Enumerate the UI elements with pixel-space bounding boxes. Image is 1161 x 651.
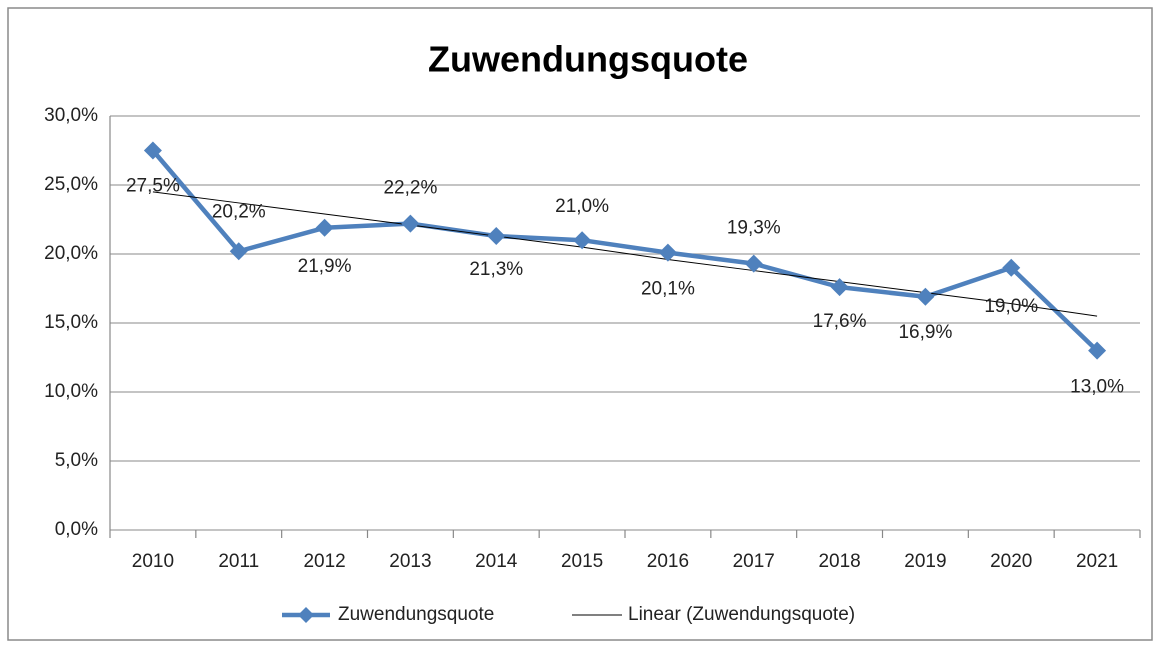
data-label: 27,5% bbox=[126, 176, 180, 197]
marker bbox=[1002, 258, 1021, 277]
x-tick-label: 2015 bbox=[561, 551, 603, 572]
y-tick-label: 0,0% bbox=[55, 519, 98, 540]
y-tick-label: 20,0% bbox=[44, 243, 98, 264]
x-tick-label: 2017 bbox=[733, 551, 775, 572]
marker bbox=[229, 242, 248, 261]
marker bbox=[916, 287, 935, 306]
x-tick-label: 2019 bbox=[904, 551, 946, 572]
x-tick-label: 2012 bbox=[303, 551, 345, 572]
y-tick-label: 25,0% bbox=[44, 174, 98, 195]
marker bbox=[143, 141, 162, 160]
data-label: 21,9% bbox=[298, 256, 352, 277]
y-tick-label: 30,0% bbox=[44, 105, 98, 126]
marker bbox=[744, 254, 763, 273]
x-tick-label: 2013 bbox=[389, 551, 431, 572]
x-tick-label: 2010 bbox=[132, 551, 174, 572]
marker bbox=[315, 218, 334, 237]
chart-border bbox=[7, 7, 1153, 641]
x-tick-label: 2014 bbox=[475, 551, 518, 572]
data-label: 16,9% bbox=[898, 322, 952, 343]
series-line bbox=[151, 149, 1099, 353]
x-tick-label: 2011 bbox=[218, 551, 259, 572]
marker bbox=[487, 227, 506, 246]
x-tick-label: 2021 bbox=[1076, 551, 1118, 572]
data-label: 21,3% bbox=[469, 259, 523, 280]
marker bbox=[1088, 341, 1107, 360]
data-label: 13,0% bbox=[1070, 377, 1124, 398]
y-tick-label: 15,0% bbox=[44, 312, 98, 333]
data-label: 22,2% bbox=[383, 178, 437, 199]
trend-line bbox=[152, 191, 1098, 317]
marker bbox=[573, 231, 592, 250]
chart-title: Zuwendungsquote bbox=[428, 39, 748, 80]
legend-label: Zuwendungsquote bbox=[338, 604, 494, 625]
x-tick-label: 2016 bbox=[647, 551, 689, 572]
marker bbox=[830, 278, 849, 297]
x-tick-label: 2020 bbox=[990, 551, 1032, 572]
data-label: 19,0% bbox=[984, 296, 1038, 317]
legend-marker bbox=[298, 607, 314, 623]
data-label: 17,6% bbox=[813, 311, 867, 332]
data-label: 20,1% bbox=[641, 279, 695, 300]
data-label: 19,3% bbox=[727, 218, 781, 239]
x-tick-label: 2018 bbox=[818, 551, 860, 572]
y-tick-label: 10,0% bbox=[44, 381, 98, 402]
legend-label: Linear (Zuwendungsquote) bbox=[628, 604, 855, 625]
data-label: 20,2% bbox=[212, 201, 266, 222]
marker bbox=[401, 214, 420, 233]
data-label: 21,0% bbox=[555, 196, 609, 217]
marker bbox=[658, 243, 677, 262]
y-tick-label: 5,0% bbox=[55, 450, 98, 471]
